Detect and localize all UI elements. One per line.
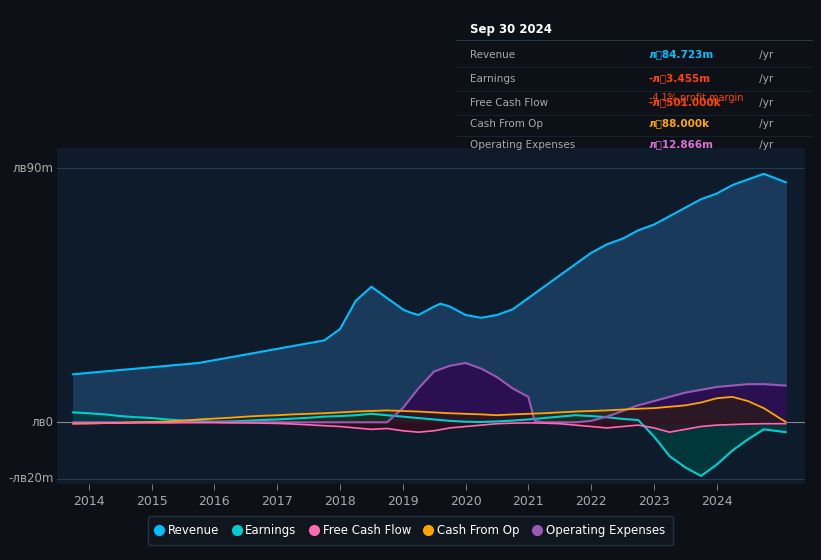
- Legend: Revenue, Earnings, Free Cash Flow, Cash From Op, Operating Expenses: Revenue, Earnings, Free Cash Flow, Cash …: [148, 516, 673, 545]
- Text: Free Cash Flow: Free Cash Flow: [470, 97, 548, 108]
- Text: /yr: /yr: [755, 49, 773, 59]
- Text: -4.1% profit margin: -4.1% profit margin: [649, 93, 743, 103]
- Text: л䌠88.000k: л䌠88.000k: [649, 119, 709, 129]
- Text: лв0: лв0: [32, 416, 53, 429]
- Text: /yr: /yr: [755, 73, 773, 83]
- Text: Earnings: Earnings: [470, 73, 516, 83]
- Text: -лв20m: -лв20m: [8, 472, 53, 486]
- Text: /yr: /yr: [755, 119, 773, 129]
- Text: -л䌠3.455m: -л䌠3.455m: [649, 73, 711, 83]
- Text: -л䌠501.000k: -л䌠501.000k: [649, 97, 721, 108]
- Text: Sep 30 2024: Sep 30 2024: [470, 23, 552, 36]
- Text: лв90m: лв90m: [13, 162, 53, 175]
- Text: Cash From Op: Cash From Op: [470, 119, 543, 129]
- Text: Operating Expenses: Operating Expenses: [470, 139, 576, 150]
- Text: л䌠12.866m: л䌠12.866m: [649, 139, 713, 150]
- Text: /yr: /yr: [755, 139, 773, 150]
- Text: /yr: /yr: [755, 97, 773, 108]
- Text: Revenue: Revenue: [470, 49, 515, 59]
- Text: л䌠84.723m: л䌠84.723m: [649, 49, 713, 59]
